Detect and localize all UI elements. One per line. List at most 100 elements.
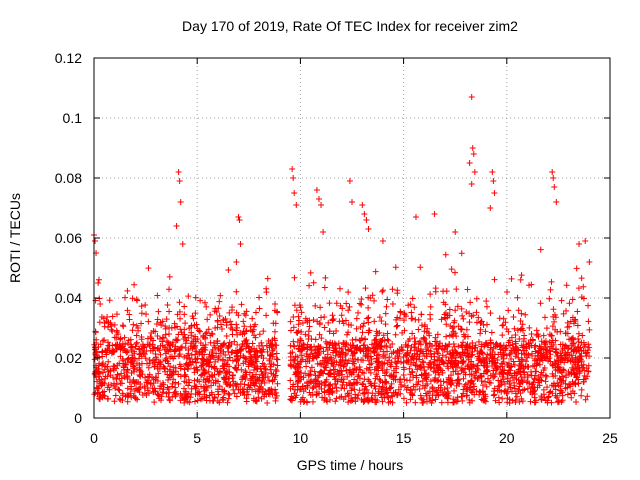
data-point <box>183 379 190 386</box>
data-point <box>580 339 587 346</box>
data-point <box>317 345 324 352</box>
data-point <box>166 286 173 293</box>
data-point <box>527 398 534 405</box>
data-point <box>362 335 369 342</box>
data-point <box>445 392 452 399</box>
data-point <box>563 307 570 314</box>
data-point <box>448 381 455 388</box>
data-point <box>478 343 485 350</box>
data-point <box>161 365 168 372</box>
data-point <box>318 385 325 392</box>
data-point <box>442 301 449 308</box>
data-point <box>457 353 464 360</box>
data-point <box>290 175 297 181</box>
data-point <box>344 373 351 380</box>
data-point <box>299 319 306 326</box>
data-point <box>531 357 538 364</box>
data-point <box>581 372 588 379</box>
data-point <box>382 321 389 328</box>
data-point <box>575 376 582 383</box>
data-point <box>515 307 522 314</box>
data-point <box>319 394 326 401</box>
data-point <box>308 347 315 354</box>
data-point <box>557 341 564 348</box>
data-point <box>186 361 193 368</box>
data-point <box>246 369 253 376</box>
data-point <box>317 304 324 311</box>
data-point <box>293 307 300 314</box>
data-point <box>120 360 127 367</box>
data-point <box>243 328 250 335</box>
data-point <box>94 369 101 376</box>
data-point <box>409 330 416 337</box>
data-point <box>459 366 466 373</box>
data-point <box>359 329 366 336</box>
data-point <box>459 312 466 319</box>
data-point <box>141 390 148 397</box>
data-point <box>223 381 230 388</box>
data-point <box>400 371 407 378</box>
data-point <box>208 382 215 389</box>
data-point <box>192 294 199 301</box>
data-point <box>443 321 450 328</box>
data-point <box>111 398 118 405</box>
data-point <box>234 356 241 363</box>
data-point <box>188 323 195 330</box>
data-point <box>351 360 358 367</box>
data-point <box>479 382 486 389</box>
data-point <box>419 358 426 365</box>
data-point <box>460 339 467 346</box>
data-point <box>222 351 229 358</box>
data-point <box>269 378 276 385</box>
data-point <box>291 390 298 397</box>
data-point <box>326 371 333 378</box>
data-point <box>438 316 445 323</box>
data-point <box>406 335 413 342</box>
data-point <box>482 393 489 400</box>
data-point <box>171 389 178 396</box>
data-point <box>504 399 511 406</box>
data-point <box>201 391 208 398</box>
data-point <box>332 398 339 405</box>
data-point <box>467 299 474 306</box>
data-point <box>330 316 337 323</box>
data-point <box>287 377 294 384</box>
data-point <box>321 284 328 291</box>
data-point <box>245 382 252 389</box>
data-point <box>356 300 363 307</box>
data-point <box>172 384 179 391</box>
data-point <box>470 312 477 319</box>
data-point <box>352 398 359 405</box>
data-point <box>446 341 453 348</box>
data-point <box>191 377 198 384</box>
data-point <box>500 342 507 349</box>
data-point <box>338 345 345 352</box>
data-point <box>466 399 473 406</box>
data-point <box>492 397 499 404</box>
data-point <box>172 336 179 343</box>
data-point <box>264 373 271 380</box>
data-point <box>104 313 111 320</box>
data-point <box>135 327 142 334</box>
data-point <box>572 343 579 350</box>
data-point <box>480 370 487 377</box>
data-point <box>242 345 249 352</box>
data-point <box>427 378 434 385</box>
data-point <box>95 280 102 286</box>
data-point <box>155 370 162 377</box>
data-point <box>585 362 592 369</box>
data-point <box>326 396 333 403</box>
y-tick-label: 0 <box>74 410 82 426</box>
data-point <box>294 329 301 336</box>
data-point <box>496 399 503 406</box>
data-point <box>117 380 124 387</box>
data-point <box>410 374 417 381</box>
data-point <box>233 350 240 357</box>
data-point <box>369 390 376 397</box>
data-point <box>415 326 422 333</box>
data-point <box>469 145 476 151</box>
data-point <box>245 344 252 351</box>
data-point <box>321 324 328 331</box>
data-point <box>345 289 352 296</box>
data-point <box>131 388 138 395</box>
